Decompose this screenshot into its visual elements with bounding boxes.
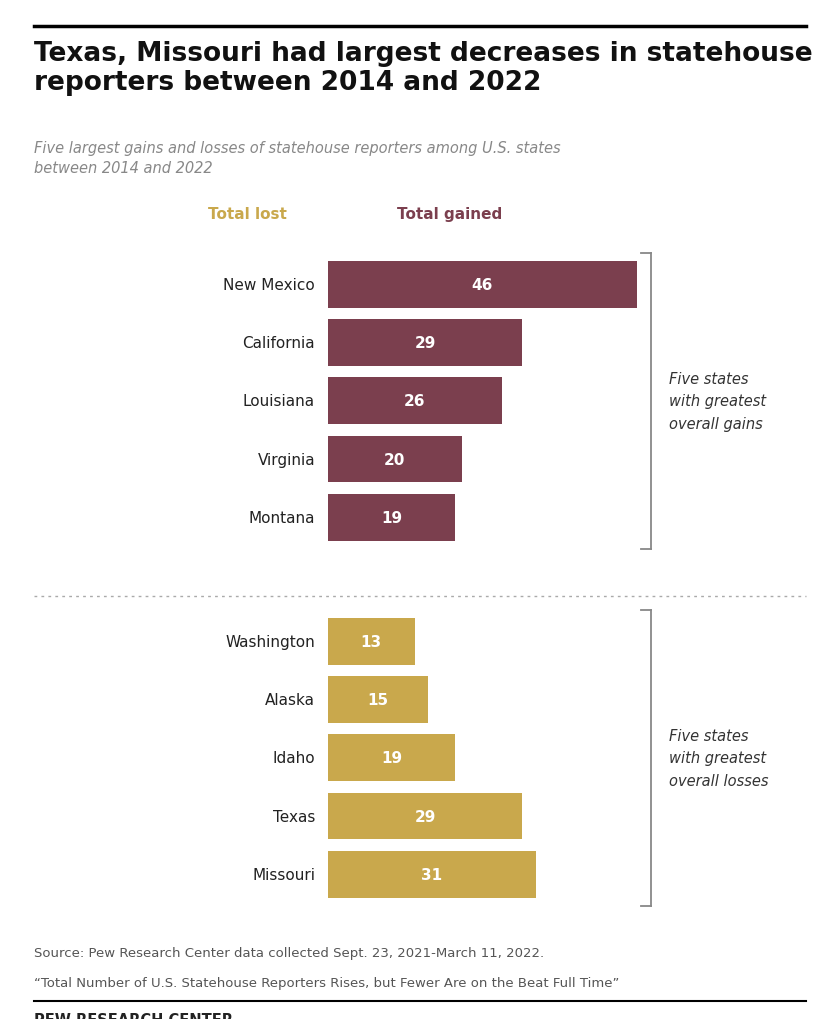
Text: Total lost: Total lost <box>208 207 287 221</box>
Bar <box>328 619 415 665</box>
Text: 46: 46 <box>471 278 493 292</box>
Text: 19: 19 <box>381 511 402 525</box>
Text: 15: 15 <box>367 693 389 707</box>
Text: Five states
with greatest
overall losses: Five states with greatest overall losses <box>669 729 769 788</box>
Text: “Total Number of U.S. Statehouse Reporters Rises, but Fewer Are on the Beat Full: “Total Number of U.S. Statehouse Reporte… <box>34 976 619 989</box>
Text: New Mexico: New Mexico <box>223 278 315 292</box>
Text: Washington: Washington <box>225 635 315 649</box>
Bar <box>328 793 522 840</box>
Text: Idaho: Idaho <box>272 751 315 765</box>
Text: 29: 29 <box>414 336 436 351</box>
Text: Virginia: Virginia <box>257 452 315 467</box>
Text: Total gained: Total gained <box>396 207 502 221</box>
Bar <box>328 436 462 483</box>
Text: Louisiana: Louisiana <box>243 394 315 409</box>
Bar <box>328 378 502 425</box>
Text: Source: Pew Research Center data collected Sept. 23, 2021-March 11, 2022.: Source: Pew Research Center data collect… <box>34 946 543 959</box>
Text: Five states
with greatest
overall gains: Five states with greatest overall gains <box>669 372 767 431</box>
Text: Missouri: Missouri <box>252 867 315 881</box>
Text: PEW RESEARCH CENTER: PEW RESEARCH CENTER <box>34 1012 233 1019</box>
Text: Texas: Texas <box>273 809 315 823</box>
Bar <box>328 735 455 782</box>
Bar <box>328 494 455 541</box>
Bar <box>328 262 637 309</box>
Bar <box>328 851 536 898</box>
Bar <box>328 320 522 367</box>
Text: Texas, Missouri had largest decreases in statehouse
reporters between 2014 and 2: Texas, Missouri had largest decreases in… <box>34 41 812 96</box>
Text: 20: 20 <box>384 452 406 467</box>
Text: 13: 13 <box>360 635 382 649</box>
Text: California: California <box>243 336 315 351</box>
Text: Five largest gains and losses of statehouse reporters among U.S. states
between : Five largest gains and losses of stateho… <box>34 141 560 175</box>
Text: 26: 26 <box>404 394 426 409</box>
Text: Alaska: Alaska <box>265 693 315 707</box>
Text: 29: 29 <box>414 809 436 823</box>
Bar <box>328 677 428 723</box>
Text: 31: 31 <box>421 867 443 881</box>
Text: 19: 19 <box>381 751 402 765</box>
Text: Montana: Montana <box>249 511 315 525</box>
